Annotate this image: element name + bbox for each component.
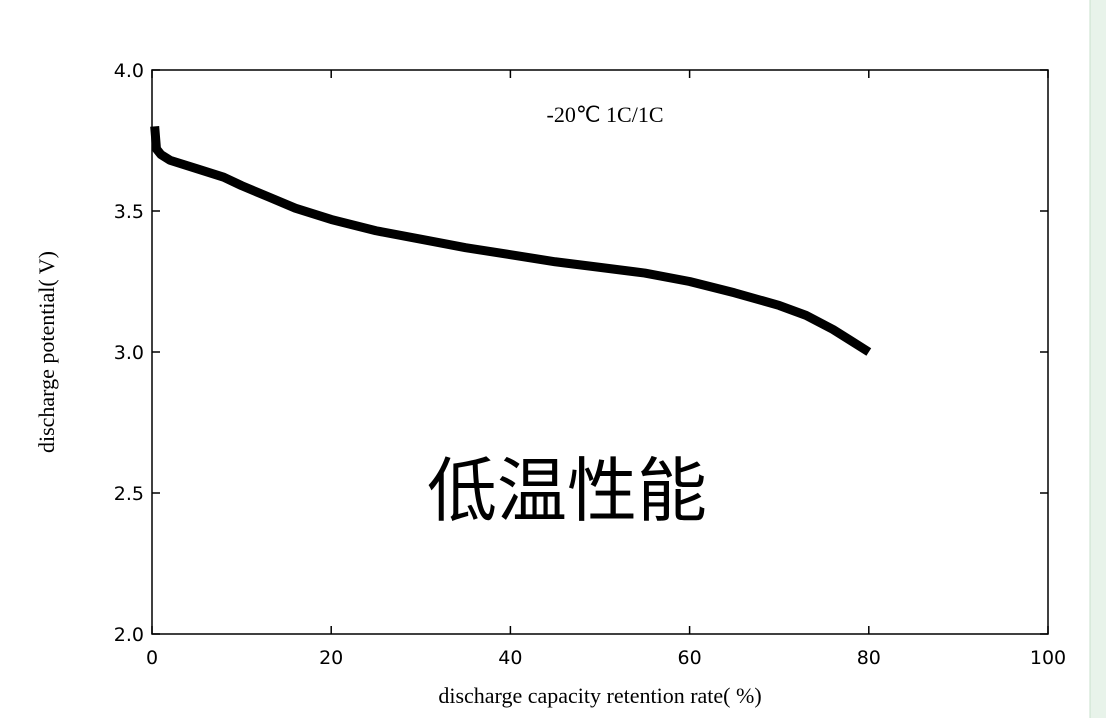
y-tick-label: 3.5: [114, 201, 144, 223]
y-tick-label: 2.0: [114, 624, 144, 646]
side-strip: [1090, 0, 1106, 718]
watermark: 低温性能: [427, 450, 707, 532]
x-axis-label: discharge capacity retention rate( %): [438, 683, 761, 708]
x-tick-label: 20: [319, 647, 343, 669]
y-tick-label: 2.5: [114, 483, 144, 505]
y-axis-label: discharge potential( V): [34, 251, 59, 453]
data-line: [150, 126, 872, 356]
plot-frame: [151, 69, 1049, 635]
x-tick-label: 80: [857, 647, 881, 669]
x-tick-label: 100: [1030, 647, 1066, 669]
x-tick-label: 60: [678, 647, 702, 669]
x-tick-label: 0: [146, 647, 158, 669]
x-tick-label: 40: [498, 647, 522, 669]
annotation: -20℃ 1C/1C: [547, 102, 664, 127]
y-tick-label: 4.0: [114, 60, 144, 82]
y-tick-label: 3.0: [114, 342, 144, 364]
